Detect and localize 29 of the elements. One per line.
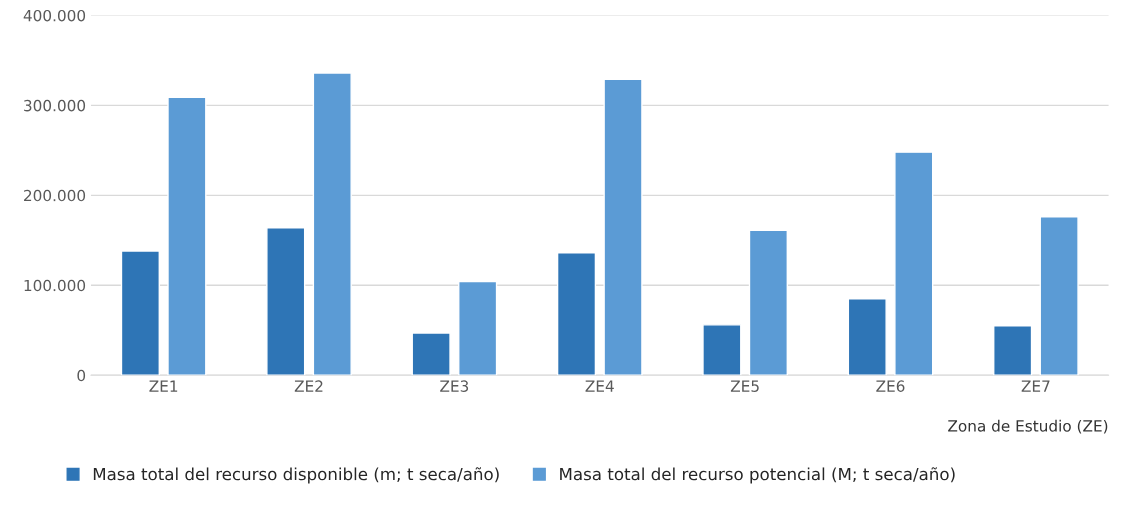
bar — [847, 298, 887, 376]
y-tick-label: 200.000 — [24, 189, 86, 202]
bar — [702, 324, 742, 376]
bar — [458, 280, 498, 376]
x-tick-label: ZE6 — [876, 380, 905, 392]
bar — [1039, 216, 1079, 376]
y-tick-label: 400.000 — [23, 9, 86, 22]
legend-label: Masa total del recurso potencial (M; t seca/año) — [560, 467, 955, 484]
x-tick-label: ZE3 — [440, 380, 469, 392]
bar — [120, 250, 160, 376]
bar — [556, 252, 597, 376]
bar — [312, 72, 352, 376]
bar — [894, 151, 934, 376]
bar — [993, 325, 1033, 376]
bar — [603, 78, 643, 376]
x-tick-label: ZE5 — [730, 380, 759, 392]
x-tick-label: ZE4 — [585, 380, 614, 392]
bar — [266, 227, 306, 376]
y-tick-label: 300.000 — [24, 99, 86, 112]
y-tick-label: 0 — [77, 369, 86, 382]
x-tick-label: ZE1 — [149, 380, 178, 392]
x-tick-label: ZE7 — [1021, 380, 1050, 392]
x-axis-title: Zona de Estudio (ZE) — [948, 419, 1108, 434]
x-tick-label: ZE2 — [294, 380, 323, 392]
legend-label: Masa total del recurso disponible (m; t seca/año) — [93, 467, 499, 484]
bar — [748, 229, 788, 376]
bar — [411, 332, 451, 376]
y-tick-label: 100.000 — [24, 279, 86, 292]
bar — [167, 96, 207, 376]
